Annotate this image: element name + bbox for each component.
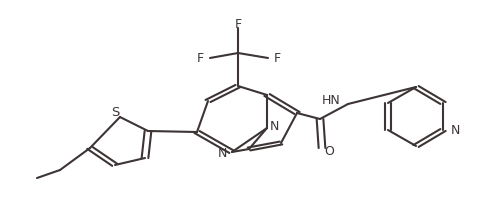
Text: HN: HN [322, 94, 341, 107]
Text: N: N [270, 120, 279, 133]
Text: F: F [197, 51, 204, 65]
Text: S: S [111, 106, 120, 119]
Text: N: N [450, 124, 460, 136]
Text: O: O [324, 145, 334, 158]
Text: F: F [274, 51, 281, 65]
Text: F: F [234, 18, 241, 31]
Text: N: N [218, 147, 227, 160]
